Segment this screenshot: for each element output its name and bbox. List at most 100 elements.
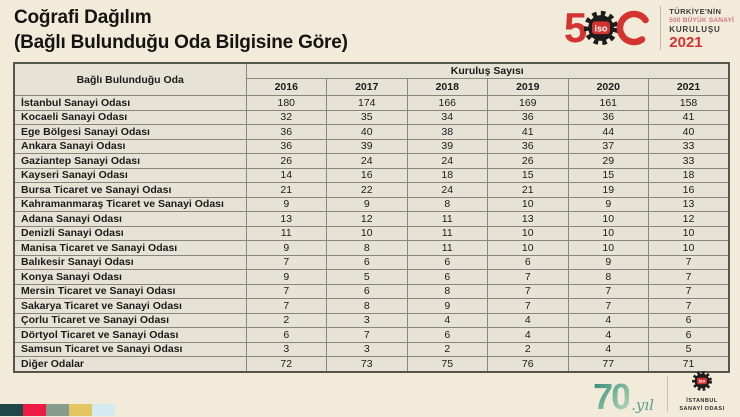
value-cell: 33: [648, 153, 730, 169]
value-cell: 7: [648, 269, 730, 285]
value-cell: 8: [567, 269, 649, 285]
oda-name-cell: Gaziantep Sanayi Odası: [13, 153, 247, 169]
table-row: Mersin Ticaret ve Sanayi Odası 7 6 8 7 7 7: [13, 283, 730, 299]
strip-color-square: [92, 404, 115, 416]
table-row: Çorlu Ticaret ve Sanayi Odası 2 3 4 4 4 6: [13, 312, 730, 328]
value-cell: 36: [245, 138, 327, 154]
tagline-year: 2021: [669, 33, 703, 51]
value-cell: 9: [567, 254, 649, 270]
value-cell: 38: [406, 124, 488, 140]
iso-gear-icon: iso: [692, 371, 712, 391]
value-cell: 169: [487, 95, 569, 111]
value-cell: 9: [567, 196, 649, 212]
table-row: Ege Bölgesi Sanayi Odası 36 40 38 41 44 40: [13, 124, 730, 140]
value-cell: 5: [648, 341, 730, 357]
value-cell: 36: [245, 124, 327, 140]
page-title-line-1: Coğrafi Dağılım: [14, 7, 152, 28]
open-ring-zero-icon: [617, 10, 652, 46]
value-cell: 18: [648, 167, 730, 183]
oda-name-cell: Kahramanmaraş Ticaret ve Sanayi Odası: [13, 196, 247, 212]
value-cell: 13: [487, 211, 569, 227]
value-cell: 6: [648, 312, 730, 328]
value-cell: 166: [406, 95, 488, 111]
value-cell: 3: [326, 341, 408, 357]
value-cell: 3: [245, 341, 327, 357]
value-cell: 4: [406, 312, 488, 328]
value-cell: 7: [567, 298, 649, 314]
value-cell: 40: [326, 124, 408, 140]
year-header-2016: 2016: [245, 78, 327, 96]
value-cell: 10: [567, 225, 649, 241]
table-row: Bursa Ticaret ve Sanayi Odası 21 22 24 21 19 1…: [13, 182, 730, 198]
table-row: Sakarya Ticaret ve Sanayi Odası 7 8 9 7 7 7: [13, 298, 730, 314]
year-header-2017: 2017: [326, 78, 408, 96]
year-header-2019: 2019: [487, 78, 569, 96]
value-cell: 15: [487, 167, 569, 183]
value-cell: 7: [648, 254, 730, 270]
value-cell: 6: [326, 283, 408, 299]
footer-divider: [667, 376, 668, 412]
table-row: Kayseri Sanayi Odası 14 16 18 15 15 18: [13, 167, 730, 183]
oda-name-cell: Mersin Ticaret ve Sanayi Odası: [13, 283, 247, 299]
value-cell: 174: [326, 95, 408, 111]
table-row: Kahramanmaraş Ticaret ve Sanayi Odası 9 9 8…: [13, 196, 730, 212]
value-cell: 41: [648, 109, 730, 125]
value-cell: 10: [648, 225, 730, 241]
value-cell: 9: [326, 196, 408, 212]
value-cell: 39: [406, 138, 488, 154]
value-cell: 8: [406, 283, 488, 299]
value-cell: 34: [406, 109, 488, 125]
column-header-oda: Bağlı Bulunduğu Oda: [13, 62, 247, 96]
iso-logo-text-line-1: İSTANBUL: [686, 398, 718, 404]
oda-name-cell: Dörtyol Ticaret ve Sanayi Odası: [13, 327, 247, 343]
logo-divider: [660, 6, 662, 50]
value-cell: 26: [487, 153, 569, 169]
oda-name-cell: Denizli Sanayi Odası: [13, 225, 247, 241]
column-group-header-kurulus-sayisi: Kuruluş Sayısı: [245, 62, 730, 79]
value-cell: 29: [567, 153, 649, 169]
value-cell: 36: [567, 109, 649, 125]
gear-icon: iso: [584, 10, 619, 46]
anniversary-yil-script: .yıl: [631, 396, 654, 414]
value-cell: 37: [567, 138, 649, 154]
oda-name-cell: Çorlu Ticaret ve Sanayi Odası: [13, 312, 247, 328]
value-cell: 4: [487, 327, 569, 343]
value-cell: 13: [648, 196, 730, 212]
value-cell: 6: [245, 327, 327, 343]
value-cell: 7: [487, 298, 569, 314]
value-cell: 7: [245, 254, 327, 270]
value-cell: 33: [648, 138, 730, 154]
value-cell: 5: [326, 269, 408, 285]
value-cell: 11: [406, 225, 488, 241]
value-cell: 10: [487, 240, 569, 256]
strip-color-square: [46, 404, 69, 416]
table-row: Denizli Sanayi Odası 11 10 11 10 10 10: [13, 225, 730, 241]
strip-color-square: [23, 404, 46, 416]
value-cell: 44: [567, 124, 649, 140]
value-cell: 2: [487, 341, 569, 357]
istanbul-sanayi-odasi-logo: iso İSTANBUL SANAYİ ODASI: [672, 370, 732, 413]
value-cell: 40: [648, 124, 730, 140]
value-cell: 4: [487, 312, 569, 328]
tagline-line-2: 500 BÜYÜK SANAYİ: [669, 16, 734, 24]
value-cell: 10: [487, 225, 569, 241]
value-cell: 12: [326, 211, 408, 227]
value-cell: 6: [406, 327, 488, 343]
oda-name-cell: Ankara Sanayi Odası: [13, 138, 247, 154]
value-cell: 9: [245, 240, 327, 256]
value-cell: 11: [406, 211, 488, 227]
year-header-2018: 2018: [406, 78, 488, 96]
strip-color-square: [0, 404, 23, 416]
value-cell: 36: [487, 109, 569, 125]
table-row: Konya Sanayi Odası 9 5 6 7 8 7: [13, 269, 730, 285]
value-cell: 8: [326, 240, 408, 256]
value-cell: 4: [567, 327, 649, 343]
oda-name-cell: Konya Sanayi Odası: [13, 269, 247, 285]
oda-name-cell: Kayseri Sanayi Odası: [13, 167, 247, 183]
value-cell: 39: [326, 138, 408, 154]
oda-name-cell: Bursa Ticaret ve Sanayi Odası: [13, 182, 247, 198]
value-cell: 15: [567, 167, 649, 183]
value-cell: 4: [567, 312, 649, 328]
value-cell: 7: [567, 283, 649, 299]
value-cell: 10: [567, 240, 649, 256]
